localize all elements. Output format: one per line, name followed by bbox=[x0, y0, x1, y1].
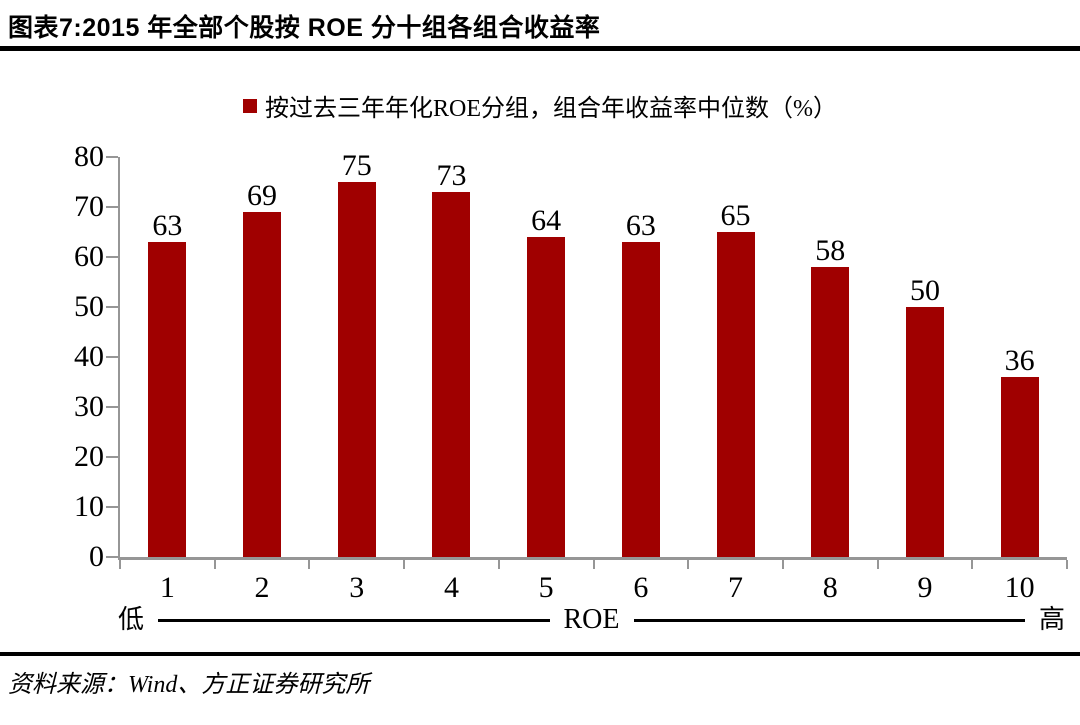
roe-axis-label: ROE bbox=[563, 604, 620, 635]
y-axis-tick bbox=[106, 556, 118, 558]
y-tick-label: 60 bbox=[74, 240, 104, 273]
bar bbox=[527, 237, 566, 557]
x-axis-tick bbox=[592, 560, 595, 569]
legend-marker-icon bbox=[243, 98, 257, 113]
y-axis-tick bbox=[106, 506, 118, 508]
roe-axis-annotation: 低 ROE 高 bbox=[118, 603, 1065, 637]
x-axis-tick bbox=[308, 560, 311, 569]
bar-value-label: 75 bbox=[341, 149, 372, 182]
footer-divider bbox=[0, 652, 1080, 656]
y-axis-tick bbox=[106, 406, 118, 408]
x-axis-tick bbox=[119, 560, 121, 569]
x-tick-label: 1 bbox=[159, 571, 175, 604]
x-tick-label: 3 bbox=[349, 571, 365, 604]
title-divider bbox=[0, 46, 1080, 51]
y-tick-label: 50 bbox=[74, 290, 104, 323]
x-axis-tick bbox=[781, 560, 784, 569]
x-tick-label: 10 bbox=[1004, 571, 1035, 604]
bar-value-label: 36 bbox=[1004, 344, 1035, 377]
bar-value-label: 58 bbox=[815, 234, 846, 267]
x-tick-label: 7 bbox=[728, 571, 744, 604]
roe-low-label: 低 bbox=[118, 605, 145, 634]
x-tick-label: 8 bbox=[822, 571, 838, 604]
x-axis-tick bbox=[687, 560, 690, 569]
y-tick-label: 10 bbox=[74, 490, 104, 523]
bar bbox=[905, 307, 944, 557]
bar-value-label: 64 bbox=[531, 204, 562, 237]
bar bbox=[337, 182, 376, 557]
roe-line-right bbox=[633, 618, 1025, 622]
x-axis-tick bbox=[497, 560, 500, 569]
bar bbox=[811, 267, 850, 557]
x-axis-tick bbox=[213, 560, 216, 569]
bar-value-label: 63 bbox=[152, 209, 183, 242]
roe-line-left bbox=[158, 618, 550, 622]
bar bbox=[432, 192, 471, 557]
bar bbox=[621, 242, 660, 557]
bar-value-label: 50 bbox=[909, 274, 940, 307]
y-axis-tick bbox=[106, 256, 118, 258]
bar bbox=[716, 232, 755, 557]
x-tick-label: 4 bbox=[443, 571, 459, 604]
x-tick-label: 5 bbox=[538, 571, 554, 604]
y-axis-tick bbox=[106, 456, 118, 458]
y-tick-label: 20 bbox=[74, 440, 104, 473]
figure-title: 图表7:2015 年全部个股按 ROE 分十组各组合收益率 bbox=[8, 14, 601, 42]
chart-legend: 按过去三年年化ROE分组，组合年收益率中位数（%） bbox=[0, 88, 1080, 123]
y-tick-label: 70 bbox=[74, 190, 104, 223]
bar bbox=[1000, 377, 1039, 557]
y-tick-label: 30 bbox=[74, 390, 104, 423]
bar-chart-plot-area: 0 10 20 30 40 50 60 70 80 63 1 69 2 75 3 73 4 64 5 63 6 65 7 58… bbox=[74, 142, 1068, 603]
y-axis-tick bbox=[106, 356, 118, 358]
x-axis-tick bbox=[876, 560, 879, 569]
bar-value-label: 73 bbox=[436, 159, 467, 192]
y-axis-tick bbox=[106, 306, 118, 308]
legend-label: 按过去三年年化ROE分组，组合年收益率中位数（%） bbox=[265, 96, 837, 122]
y-tick-label: 40 bbox=[74, 340, 104, 373]
bar-value-label: 65 bbox=[720, 199, 751, 232]
y-tick-label: 80 bbox=[74, 140, 104, 173]
bar-value-label: 63 bbox=[625, 209, 656, 242]
x-tick-label: 9 bbox=[917, 571, 933, 604]
x-tick-label: 6 bbox=[633, 571, 649, 604]
bar bbox=[243, 212, 282, 557]
x-axis-tick bbox=[403, 560, 406, 569]
x-axis-tick bbox=[1066, 560, 1068, 569]
source-note: 资料来源：Wind、方正证券研究所 bbox=[8, 672, 370, 698]
bar-value-label: 69 bbox=[247, 179, 278, 212]
bar bbox=[148, 242, 187, 557]
roe-high-label: 高 bbox=[1038, 605, 1065, 634]
y-tick-label: 0 bbox=[89, 540, 104, 573]
y-axis-tick bbox=[106, 206, 118, 208]
x-axis-tick bbox=[971, 560, 974, 569]
y-axis-tick bbox=[106, 156, 118, 158]
x-tick-label: 2 bbox=[254, 571, 270, 604]
